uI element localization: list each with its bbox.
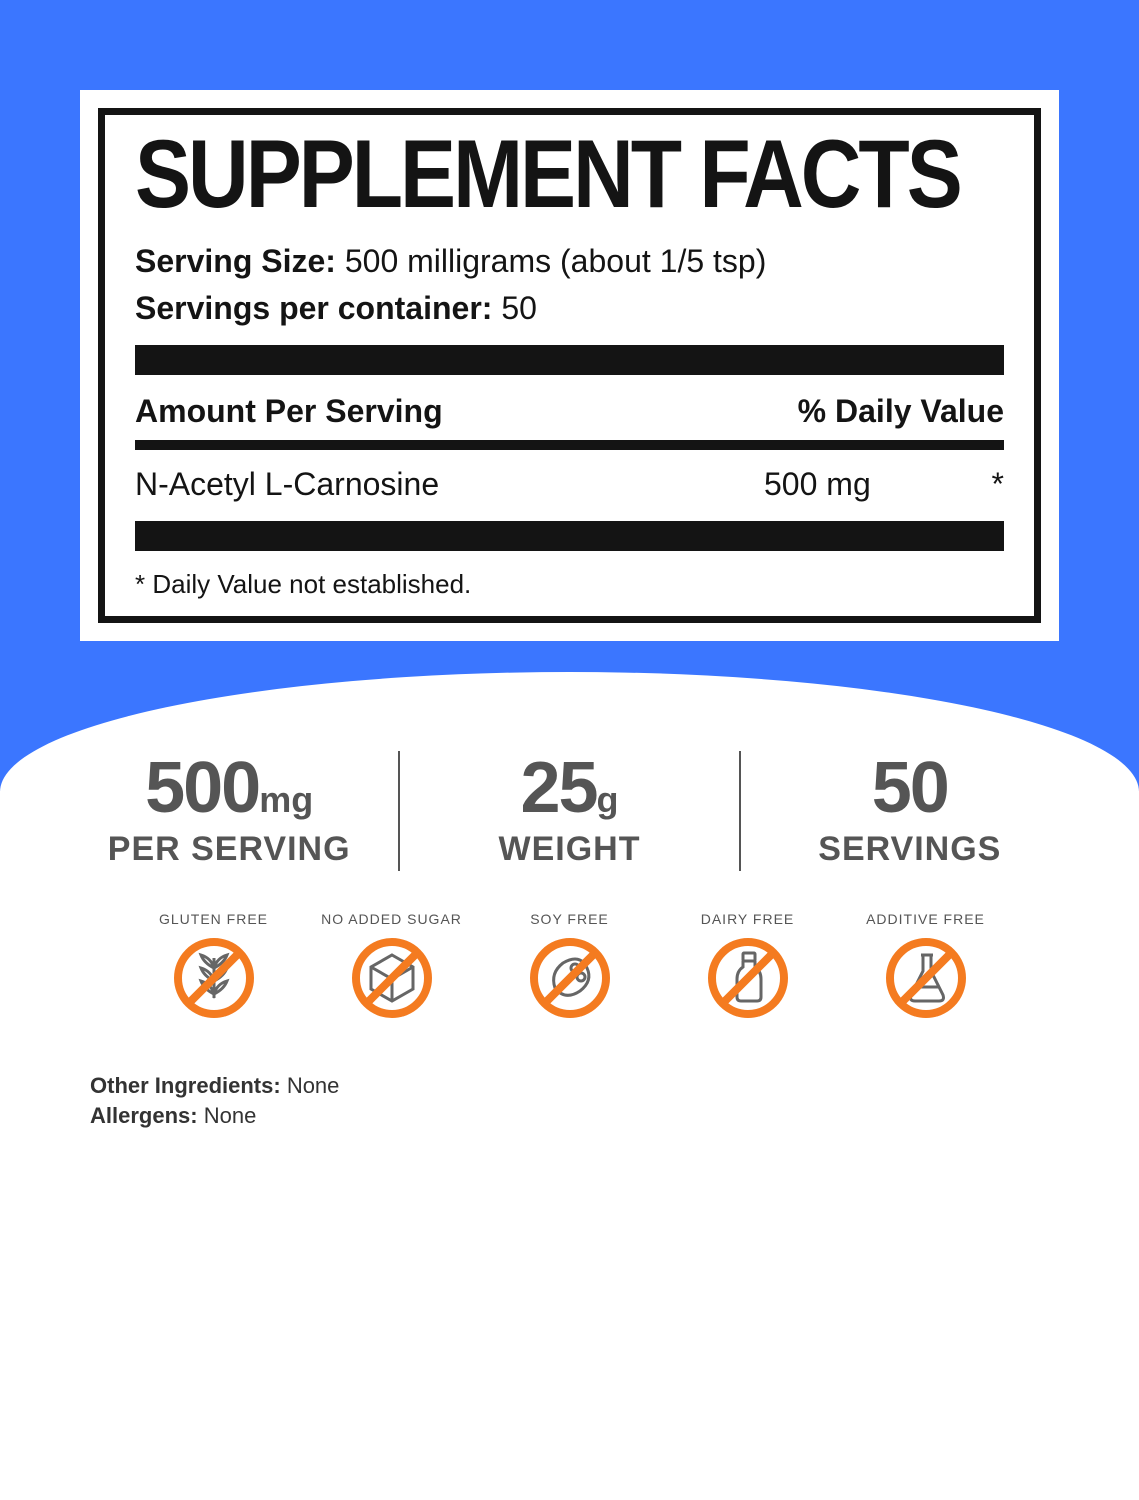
stats-row: 500mgPER SERVING25gWEIGHT50SERVINGS	[0, 751, 1139, 871]
stat-value-line: 25g	[428, 752, 710, 824]
badge-label: NO ADDED SUGAR	[321, 911, 462, 927]
supplement-facts-panel: SUPPLEMENT FACTS Serving Size: 500 milli…	[80, 90, 1059, 641]
badge: GLUTEN FREE	[149, 911, 279, 1023]
other-ingredients-line: Other Ingredients: None	[90, 1073, 1049, 1099]
stat-label: PER SERVING	[88, 830, 370, 869]
thin-divider	[135, 440, 1004, 450]
stat-block: 25g WEIGHT	[400, 752, 738, 869]
badge-label: ADDITIVE FREE	[866, 911, 985, 927]
column-header-row: Amount Per Serving % Daily Value	[135, 393, 1004, 430]
stat-unit: mg	[259, 779, 313, 820]
footer-info: Other Ingredients: None Allergens: None	[0, 1023, 1139, 1173]
prohibition-icon	[703, 933, 793, 1023]
col-dv-label: % Daily Value	[798, 393, 1004, 430]
ingredient-name: N-Acetyl L-Carnosine	[135, 466, 764, 503]
badge: ADDITIVE FREE	[861, 911, 991, 1023]
allergens-line: Allergens: None	[90, 1103, 1049, 1129]
serving-size-value: 500 milligrams (about 1/5 tsp)	[345, 243, 767, 279]
servings-per-container-line: Servings per container: 50	[135, 290, 1004, 327]
stat-value-line: 500mg	[88, 752, 370, 824]
servings-per-container-value: 50	[501, 290, 537, 326]
ingredient-row: N-Acetyl L-Carnosine500 mg*	[135, 466, 1004, 503]
badge: NO ADDED SUGAR	[327, 911, 457, 1023]
badge-label: GLUTEN FREE	[159, 911, 268, 927]
dv-footnote: * Daily Value not established.	[135, 569, 1004, 600]
stat-block: 50 SERVINGS	[741, 752, 1079, 869]
prohibition-icon	[525, 933, 615, 1023]
thick-divider-bottom	[135, 521, 1004, 551]
badge: DAIRY FREE	[683, 911, 813, 1023]
ingredient-dv: *	[964, 466, 1004, 503]
servings-per-container-label: Servings per container:	[135, 290, 492, 326]
prohibition-icon	[347, 933, 437, 1023]
panel-title: SUPPLEMENT FACTS	[135, 129, 1004, 221]
thick-divider	[135, 345, 1004, 375]
badges-row: GLUTEN FREE NO ADDED SUGAR SOY FREE DAIRY F…	[0, 911, 1139, 1023]
stat-value: 500	[145, 748, 259, 828]
other-ingredients-label: Other Ingredients:	[90, 1073, 281, 1098]
ingredient-amount: 500 mg	[764, 466, 964, 503]
col-amount-label: Amount Per Serving	[135, 393, 443, 430]
supplement-facts-inner: SUPPLEMENT FACTS Serving Size: 500 milli…	[98, 108, 1041, 623]
stat-value: 50	[872, 748, 948, 828]
badge-label: SOY FREE	[530, 911, 609, 927]
allergens-value: None	[204, 1103, 257, 1128]
stat-unit: g	[597, 779, 619, 820]
top-section: SUPPLEMENT FACTS Serving Size: 500 milli…	[0, 0, 1139, 791]
stat-block: 500mg PER SERVING	[60, 752, 398, 869]
stat-label: SERVINGS	[769, 830, 1051, 869]
other-ingredients-value: None	[287, 1073, 340, 1098]
prohibition-icon	[881, 933, 971, 1023]
stat-value-line: 50	[769, 752, 1051, 824]
badge: SOY FREE	[505, 911, 635, 1023]
badge-label: DAIRY FREE	[701, 911, 795, 927]
prohibition-icon	[169, 933, 259, 1023]
stat-label: WEIGHT	[428, 830, 710, 869]
serving-size-label: Serving Size:	[135, 243, 336, 279]
stat-value: 25	[520, 748, 596, 828]
allergens-label: Allergens:	[90, 1103, 198, 1128]
ingredient-rows: N-Acetyl L-Carnosine500 mg*	[135, 466, 1004, 503]
serving-size-line: Serving Size: 500 milligrams (about 1/5 …	[135, 243, 1004, 280]
